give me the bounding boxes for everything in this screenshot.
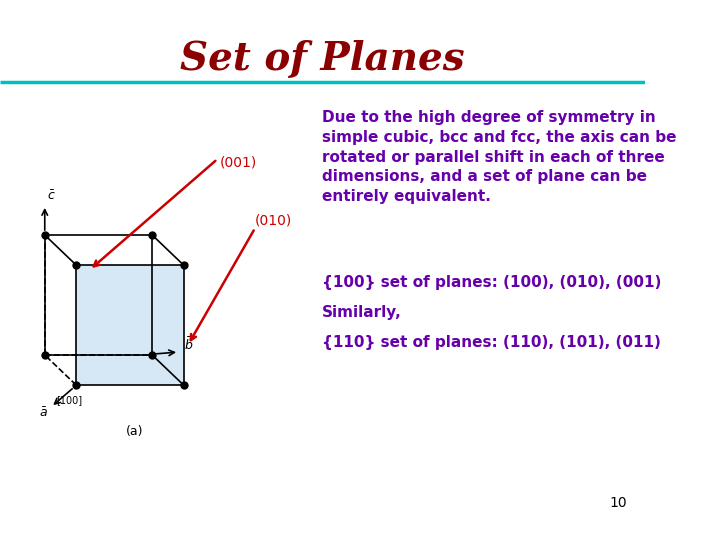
Text: (001): (001) (220, 155, 256, 169)
Polygon shape (76, 265, 184, 385)
Text: $\bar{a}$: $\bar{a}$ (39, 407, 48, 420)
Text: Due to the high degree of symmetry in
simple cubic, bcc and fcc, the axis can be: Due to the high degree of symmetry in si… (323, 110, 677, 204)
Text: Similarly,: Similarly, (323, 305, 402, 320)
Text: {100} set of planes: (100), (010), (001): {100} set of planes: (100), (010), (001) (323, 275, 662, 290)
Text: $\bar{b}$: $\bar{b}$ (184, 336, 193, 353)
Text: (a): (a) (125, 425, 143, 438)
Text: Set of Planes: Set of Planes (180, 40, 464, 78)
Text: 10: 10 (609, 496, 626, 510)
Text: [100]: [100] (56, 395, 83, 405)
Text: (010): (010) (255, 213, 292, 227)
Text: $\bar{c}$: $\bar{c}$ (48, 190, 56, 203)
Text: {110} set of planes: (110), (101), (011): {110} set of planes: (110), (101), (011) (323, 335, 661, 350)
